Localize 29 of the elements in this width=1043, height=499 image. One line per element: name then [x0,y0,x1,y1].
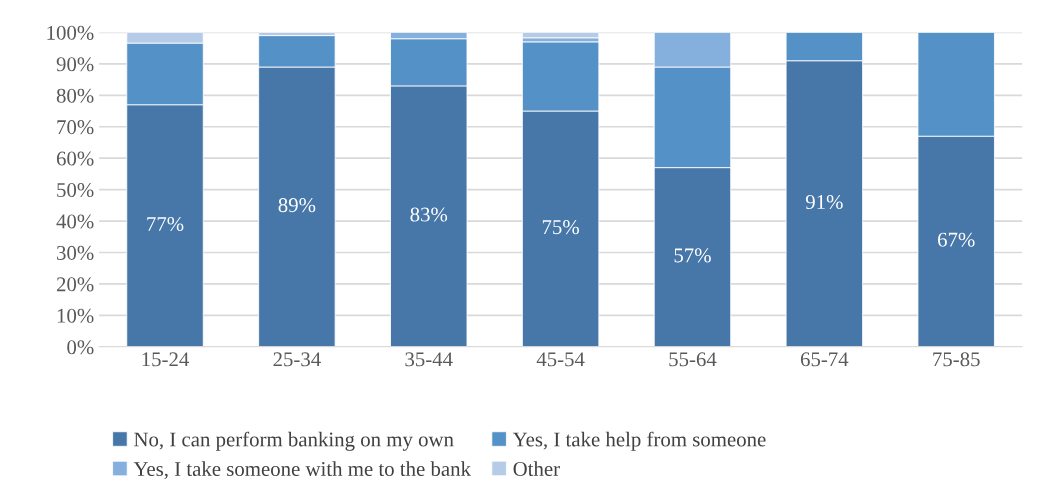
data-label: 57% [674,248,711,263]
x-tick-label: 45-54 [536,352,585,367]
x-tick-label: 75-85 [933,352,980,367]
y-tick-label: 70% [57,120,94,135]
y-tick-label: 10% [57,308,94,323]
y-tick-label: 60% [56,151,94,166]
y-tick-label: 50% [57,182,94,198]
data-label: 77% [147,216,184,232]
data-label: 83% [410,207,448,222]
data-label: 67% [938,232,975,247]
x-tick-label: 15-24 [142,352,189,367]
x-tick-label: 25-34 [273,352,321,367]
x-tick-label: 35-44 [405,352,453,367]
legend-label: No, I can perform banking on my own [134,431,454,451]
legend-label: Other [513,461,560,476]
data-label: 75% [542,220,579,235]
x-tick-label: 55-64 [669,352,717,367]
x-tick-label: 65-74 [800,352,849,367]
y-tick-label: 40% [56,214,94,229]
y-tick-label: 90% [56,57,94,72]
y-tick-label: 20% [56,277,94,292]
legend-label: Yes, I take someone with me to the bank [133,461,471,480]
y-tick-label: 100% [47,25,94,40]
y-tick-label: 30% [57,245,94,260]
legend-label: Yes, I take help from someone [512,431,766,451]
data-label: 91% [805,194,843,210]
y-tick-label: 80% [56,88,94,103]
y-tick-label: 0% [67,340,94,355]
data-label: 89% [278,198,316,213]
